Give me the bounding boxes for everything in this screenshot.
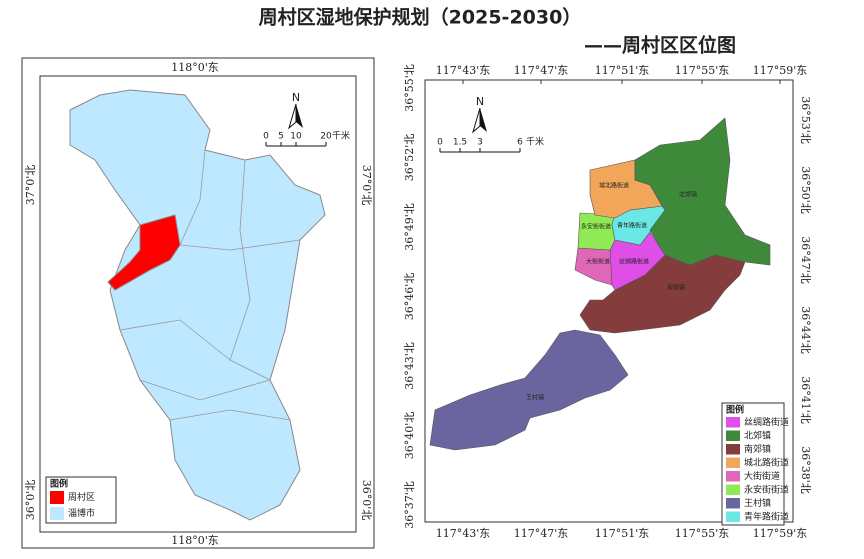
- legend-swatch: [726, 417, 740, 428]
- right-label: 37°0'北: [360, 165, 373, 206]
- legend-swatch: [726, 444, 740, 455]
- legend-swatch: [50, 491, 64, 504]
- right-frame: [424, 79, 794, 523]
- legend-title: 图例: [50, 478, 68, 490]
- north-arrow: [288, 103, 297, 130]
- scale-unit: 千米: [332, 130, 350, 142]
- left-label: 36°55'北: [403, 64, 416, 112]
- scale-label: 20: [320, 132, 332, 142]
- north-label: N: [476, 95, 484, 108]
- north-arrow: [480, 108, 487, 132]
- county-borders: [119, 149, 301, 421]
- region: [429, 329, 629, 451]
- legend-label: 城北路街道: [744, 456, 789, 468]
- region: [611, 205, 666, 246]
- scale-label: 10: [290, 132, 302, 142]
- bottom-label: 117°43'东: [436, 527, 491, 540]
- left-label: 36°43'北: [403, 342, 416, 390]
- region-label: 丝绸路街道: [619, 258, 649, 266]
- right-label: 36°38'北: [799, 446, 812, 494]
- legend-label: 北郊镇: [744, 429, 771, 441]
- legend-label: 永安街街道: [744, 483, 789, 495]
- left-outer-frame: [21, 57, 375, 549]
- subtitle: ——周村区区位图: [584, 34, 736, 57]
- region-label: 大街街道: [586, 258, 610, 266]
- legend-swatch: [726, 430, 740, 441]
- legend-label: 周村区: [68, 491, 95, 503]
- right-label: 36°41'北: [799, 376, 812, 424]
- scale-label: 0: [437, 138, 443, 148]
- legend-label: 南郊镇: [744, 443, 771, 455]
- region: [574, 247, 613, 286]
- bottom-label: 117°59'东: [753, 527, 808, 540]
- right-label: 36°44'北: [799, 306, 812, 354]
- region: [634, 117, 771, 266]
- right-label: 36°50'北: [799, 166, 812, 214]
- region-label: 城北路街道: [599, 182, 629, 190]
- legend-swatch: [726, 484, 740, 495]
- legend-swatch: [50, 507, 64, 520]
- legend-swatch: [726, 471, 740, 482]
- right-label: 36°47'北: [799, 236, 812, 284]
- bottom-label: 117°47'东: [514, 527, 569, 540]
- left-label: 37°0'北: [24, 165, 37, 206]
- left-label: 36°40'北: [403, 412, 416, 460]
- top-label: 117°55'东: [675, 64, 730, 77]
- scale-label: 1.5: [453, 138, 467, 148]
- scale-label: 3: [477, 138, 483, 148]
- left-inner-frame: [39, 75, 357, 533]
- region-label: 王村镇: [526, 394, 544, 402]
- scale-label: 5: [278, 132, 284, 142]
- top-label: 117°51'东: [595, 64, 650, 77]
- zhoucun-shape: [107, 214, 181, 291]
- left-label: 36°37'北: [403, 481, 416, 529]
- legend-label: 大街街道: [744, 470, 780, 482]
- top-label: 117°59'东: [753, 64, 808, 77]
- left-label: 36°0'北: [24, 480, 37, 521]
- scale-label: 0: [263, 132, 269, 142]
- legend-label: 淄博市: [68, 507, 95, 519]
- title: 周村区湿地保护规划（2025-2030）: [259, 6, 582, 29]
- legend-label: 丝绸路街道: [744, 416, 789, 428]
- top-label: 118°0'东: [171, 61, 219, 74]
- region-label: 北郊镇: [679, 191, 697, 199]
- region-label: 南郊镇: [667, 284, 685, 292]
- legend-title: 图例: [726, 404, 744, 416]
- north-label: N: [292, 91, 300, 104]
- legend-label: 王村镇: [744, 497, 771, 509]
- legend-label: 青年路街道: [744, 510, 789, 522]
- top-label: 117°43'东: [436, 64, 491, 77]
- bottom-label: 118°0'东: [171, 534, 219, 547]
- left-label: 36°52'北: [403, 134, 416, 182]
- top-label: 117°47'东: [514, 64, 569, 77]
- right-label: 36°53'北: [799, 96, 812, 144]
- scale-label: 6: [517, 138, 523, 148]
- region: [577, 212, 616, 251]
- scale-unit: 千米: [526, 136, 544, 148]
- left-label: 36°46'北: [403, 273, 416, 321]
- north-arrow: [472, 107, 481, 134]
- legend-swatch: [726, 511, 740, 522]
- left-label: 36°49'北: [403, 203, 416, 251]
- zibo-shape: [69, 89, 326, 521]
- bottom-label: 117°51'东: [595, 527, 650, 540]
- legend-swatch: [726, 457, 740, 468]
- legend-swatch: [726, 498, 740, 509]
- right-label: 36°0'北: [360, 480, 373, 521]
- region-label: 青年路街道: [617, 222, 647, 230]
- bottom-label: 117°55'东: [675, 527, 730, 540]
- region-label: 永安街街道: [581, 223, 611, 231]
- north-arrow: [296, 104, 303, 128]
